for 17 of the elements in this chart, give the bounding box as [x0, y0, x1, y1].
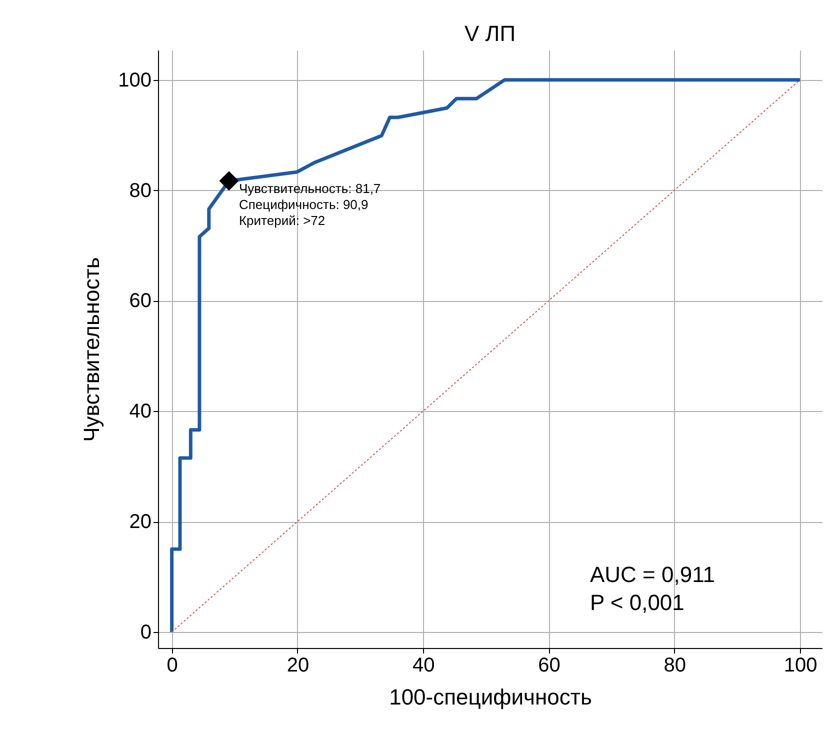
x-tick-label: 0 — [166, 654, 178, 676]
x-tick-label: 100 — [784, 654, 818, 676]
y-tick-label: 80 — [129, 180, 152, 202]
y-tick-label: 0 — [140, 621, 152, 644]
y-axis-title: Чувствительность — [79, 257, 104, 442]
chart-title: V ЛП — [464, 21, 516, 46]
x-axis-title: 100-специфичность — [389, 684, 592, 710]
annotation: AUC = 0,911 P < 0,001 — [590, 562, 715, 615]
y-tick-label: 40 — [129, 400, 152, 423]
x-tick-label: 80 — [664, 654, 686, 676]
y-tick-label: 20 — [129, 511, 152, 534]
annotation: Чувствительность: 81,7 Специфичность: 90,9 Критерий: >72 — [238, 180, 381, 228]
x-tick-label: 20 — [286, 654, 310, 676]
x-tick-label: 60 — [538, 654, 560, 676]
y-tick-label: 100 — [118, 69, 152, 92]
y-tick-label: 60 — [129, 290, 152, 312]
x-tick-label: 40 — [412, 654, 435, 676]
